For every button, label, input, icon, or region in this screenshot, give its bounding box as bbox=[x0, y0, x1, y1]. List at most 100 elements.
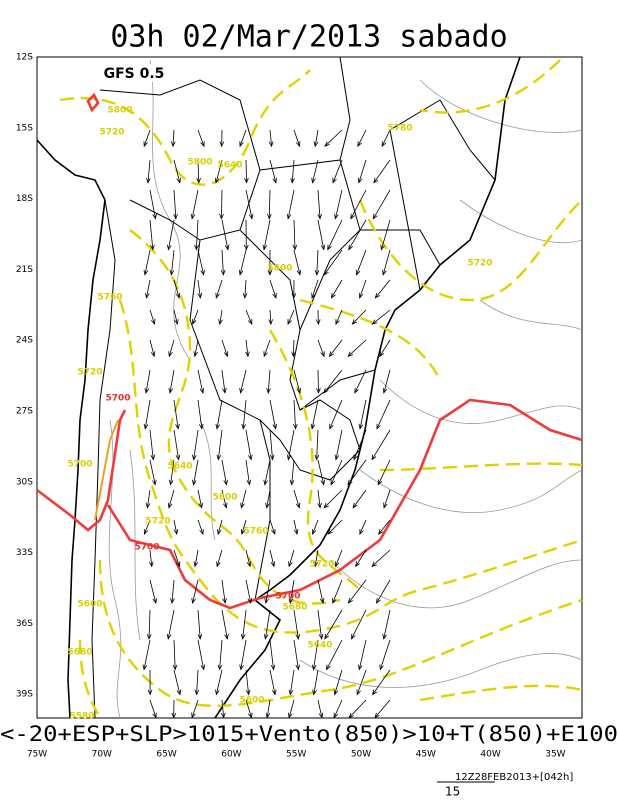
arrow-head bbox=[176, 177, 181, 184]
contour bbox=[329, 559, 583, 609]
wind-arrow bbox=[329, 399, 343, 429]
wind-arrow bbox=[269, 429, 273, 460]
wind-arrow bbox=[192, 309, 199, 325]
arrow-head bbox=[175, 423, 180, 430]
wind-arrow bbox=[313, 669, 319, 695]
contour bbox=[479, 299, 583, 331]
wind-arrow bbox=[144, 399, 151, 429]
arrow-head bbox=[271, 689, 277, 696]
contour-label: 5640 bbox=[217, 161, 242, 171]
wind-arrow bbox=[193, 459, 199, 485]
arrow-head bbox=[335, 319, 340, 326]
wind-arrow bbox=[375, 279, 391, 299]
arrow-head bbox=[311, 664, 317, 671]
wind-arrow bbox=[143, 129, 151, 147]
wind-arrow bbox=[195, 219, 199, 250]
arrow-head bbox=[379, 351, 385, 358]
arrow-head bbox=[327, 529, 333, 535]
contour-label: 5640 bbox=[307, 641, 332, 651]
wind-arrow bbox=[144, 249, 151, 275]
wind-arrow bbox=[347, 459, 367, 485]
wind-arrow bbox=[216, 549, 223, 567]
arrow-head bbox=[327, 244, 332, 251]
wind-arrow bbox=[313, 639, 319, 670]
lat-label: 18S bbox=[16, 194, 33, 204]
wind-arrow bbox=[330, 459, 343, 485]
wind-arrow bbox=[269, 669, 276, 695]
arrow-head bbox=[347, 351, 353, 357]
wind-arrow bbox=[287, 309, 295, 325]
arrow-head bbox=[265, 502, 270, 509]
contour-labels: 5800 5720 5780 5800 5640 5800 5720 5760 5720 5700… bbox=[67, 106, 492, 722]
arrow-head bbox=[152, 479, 157, 486]
arrow-head bbox=[217, 664, 223, 671]
arrow-head bbox=[193, 561, 199, 568]
arrow-head bbox=[330, 292, 336, 299]
lon-label: 55W bbox=[286, 750, 306, 760]
wind-arrow bbox=[334, 669, 343, 695]
wind-arrow bbox=[316, 429, 319, 460]
wind-arrow bbox=[221, 249, 224, 275]
wind-arrow bbox=[172, 129, 175, 147]
wind-arrow bbox=[171, 579, 175, 604]
wind-arrow bbox=[244, 279, 247, 298]
arrow-head bbox=[224, 244, 230, 251]
arrow-head bbox=[292, 244, 298, 251]
arrow-head bbox=[146, 634, 152, 640]
arrow-head bbox=[288, 561, 293, 568]
wind-arrow bbox=[332, 579, 343, 604]
contour bbox=[419, 79, 583, 133]
arrow-head bbox=[291, 293, 297, 299]
arrow-head bbox=[335, 561, 340, 568]
contour bbox=[379, 462, 583, 472]
lon-label: 50W bbox=[351, 750, 371, 760]
arrow-head bbox=[241, 423, 246, 430]
arrow-head bbox=[271, 529, 276, 536]
wind-arrow bbox=[293, 129, 300, 147]
contour-label: 5700 bbox=[105, 394, 130, 404]
wind-arrow bbox=[197, 129, 205, 147]
wind-arrow bbox=[173, 549, 180, 567]
arrow-head bbox=[263, 351, 268, 358]
arrow-head bbox=[247, 319, 253, 326]
arrow-head bbox=[167, 502, 173, 509]
wind-arrow bbox=[216, 399, 223, 429]
wind-arrow bbox=[146, 279, 151, 298]
wind-arrow bbox=[264, 459, 271, 485]
wind-arrow bbox=[377, 459, 391, 485]
wind-arrow bbox=[168, 489, 175, 508]
arrow-head bbox=[194, 689, 200, 696]
wind-arrow bbox=[348, 219, 367, 250]
wind-arrow bbox=[173, 159, 181, 183]
wind-arrow bbox=[245, 459, 250, 485]
arrow-head bbox=[238, 269, 244, 276]
wind-arrow bbox=[350, 189, 367, 219]
wind-arrow bbox=[170, 249, 175, 275]
arrow-head bbox=[239, 141, 244, 148]
contour bbox=[118, 299, 583, 634]
wind-arrow bbox=[332, 159, 343, 183]
arrow-head bbox=[358, 292, 364, 299]
wind-arrow bbox=[149, 219, 154, 250]
arrow-head bbox=[152, 712, 157, 719]
wind-arrow bbox=[333, 699, 343, 718]
arrow-head bbox=[272, 292, 277, 299]
contour-label: 5680 bbox=[67, 648, 92, 658]
arrow-head bbox=[270, 664, 276, 671]
wind-arrow bbox=[221, 579, 226, 604]
arrow-head bbox=[312, 529, 317, 536]
wind-arrow bbox=[372, 189, 391, 219]
contour bbox=[59, 69, 311, 186]
border bbox=[389, 99, 496, 291]
arrow-head bbox=[192, 319, 197, 326]
wind-arrow bbox=[357, 129, 367, 147]
arrow-head bbox=[333, 689, 339, 696]
arrow-head bbox=[148, 561, 154, 568]
wind-arrow bbox=[173, 639, 176, 670]
arrow-head bbox=[168, 479, 174, 486]
arrow-head bbox=[374, 292, 380, 299]
wind-arrow bbox=[348, 579, 367, 604]
wind-arrow bbox=[173, 309, 178, 325]
arrow-head bbox=[291, 351, 296, 358]
wind-arrow bbox=[323, 489, 343, 509]
